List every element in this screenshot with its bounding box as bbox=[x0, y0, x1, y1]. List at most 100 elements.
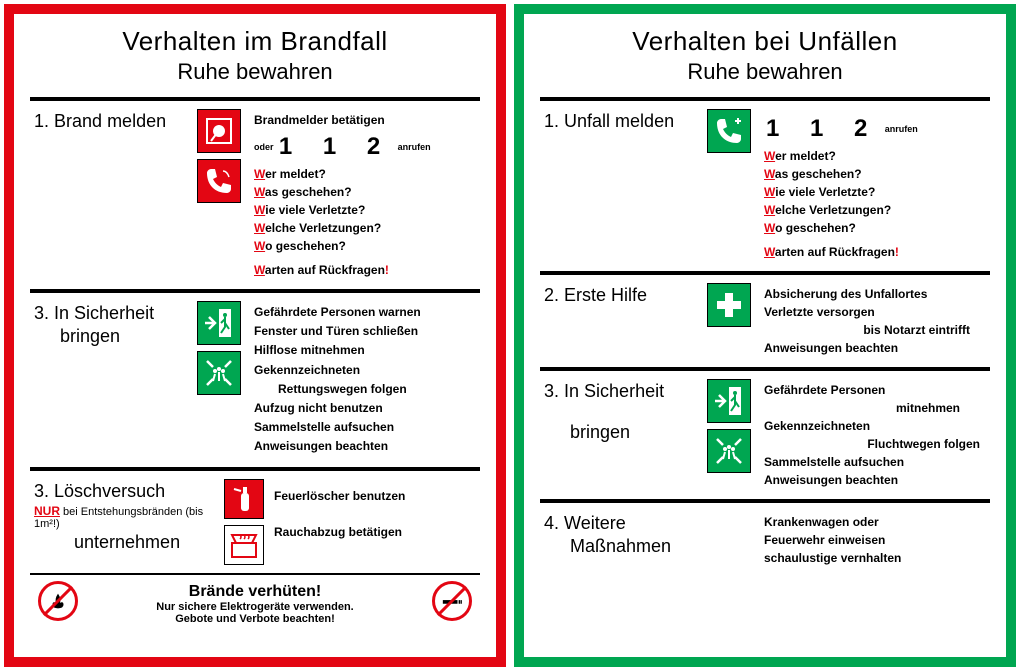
fire-s1-icons bbox=[190, 109, 248, 279]
q: elche Verletzungen? bbox=[265, 221, 381, 235]
assembly-point-icon bbox=[707, 429, 751, 473]
l: schaulustige vernhalten bbox=[764, 549, 990, 567]
step-number: 3. bbox=[34, 481, 49, 501]
footer-l2: Gebote und Verbote beachten! bbox=[30, 613, 480, 625]
acc-s2-icons bbox=[700, 283, 758, 357]
acc-title: Verhalten bei Unfällen Ruhe bewahren bbox=[530, 26, 1000, 85]
assembly-point-icon bbox=[197, 351, 241, 395]
l: Aufzug nicht benutzen bbox=[254, 399, 480, 418]
divider bbox=[540, 499, 990, 503]
fire-title-line2: Ruhe bewahren bbox=[20, 59, 490, 85]
nur: NUR bbox=[34, 504, 60, 518]
l: Gefährdete Personen bbox=[764, 381, 990, 399]
emergency-phone-icon bbox=[707, 109, 751, 153]
step-label-2: unternehmen bbox=[34, 532, 214, 553]
l: bis Notarzt eintrifft bbox=[764, 321, 990, 339]
bang: ! bbox=[385, 263, 389, 277]
l: Gekennzeichneten bbox=[254, 361, 480, 380]
step-label: Unfall melden bbox=[564, 111, 674, 131]
q: as geschehen? bbox=[775, 167, 862, 181]
fire-footer: Brände verhüten! Nur sichere Elektrogerä… bbox=[20, 579, 490, 627]
l: Verletzte versorgen bbox=[764, 303, 990, 321]
step-label: In Sicherheit bbox=[564, 381, 664, 401]
l: Hilflose mitnehmen bbox=[254, 341, 480, 360]
step-number: 3. bbox=[544, 381, 559, 401]
acc-section-4: 4. Weitere Maßnahmen Krankenwagen oder F… bbox=[530, 509, 1000, 571]
fire-s1-heading: 1. Brand melden bbox=[34, 109, 184, 279]
fire-s2-icons bbox=[190, 301, 248, 457]
bang: ! bbox=[895, 245, 899, 259]
l: Fenster und Türen schließen bbox=[254, 322, 480, 341]
fire-extinguisher-icon bbox=[224, 479, 264, 519]
fire-s2-text: Gefährdete Personen warnen Fenster und T… bbox=[254, 301, 480, 457]
l: Anweisungen beachten bbox=[764, 339, 990, 357]
acc-s4-heading: 4. Weitere Maßnahmen bbox=[544, 511, 694, 567]
step-number: 3. bbox=[34, 303, 49, 323]
l: Feuerwehr einweisen bbox=[764, 531, 990, 549]
acc-section-1: 1. Unfall melden 1 1 2 anrufen Wer melde… bbox=[530, 107, 1000, 265]
emergency-number: 1 1 2 bbox=[279, 129, 392, 165]
text: Brandmelder betätigen bbox=[254, 113, 385, 127]
acc-s1-heading: 1. Unfall melden bbox=[544, 109, 694, 261]
step-number: 1. bbox=[34, 111, 49, 131]
first-aid-cross-icon bbox=[707, 283, 751, 327]
fire-s1-text: Brandmelder betätigen oder 1 1 2 anrufen… bbox=[254, 109, 480, 279]
l: Fluchtwegen folgen bbox=[764, 435, 990, 453]
fire-section-3: 3. Löschversuch NUR bei Entstehungsbränd… bbox=[20, 477, 490, 569]
footer-l1: Nur sichere Elektrogeräte verwenden. bbox=[30, 601, 480, 613]
step-label-2: bringen bbox=[34, 326, 184, 347]
l: Krankenwagen oder bbox=[764, 513, 990, 531]
acc-s1-icons bbox=[700, 109, 758, 261]
step-label: In Sicherheit bbox=[54, 303, 154, 323]
acc-section-2: 2. Erste Hilfe Absicherung des Unfallort… bbox=[530, 281, 1000, 361]
no-smoking-icon bbox=[432, 581, 472, 621]
text: anrufen bbox=[885, 124, 918, 134]
divider bbox=[30, 289, 480, 293]
fire-section-1: 1. Brand melden Brandmelder betätigen od… bbox=[20, 107, 490, 283]
l: Rettungswegen folgen bbox=[254, 380, 480, 399]
divider bbox=[540, 271, 990, 275]
fire-poster: Verhalten im Brandfall Ruhe bewahren 1. … bbox=[4, 4, 506, 667]
fire-s3-text: Feuerlöscher benutzen Rauchabzug betätig… bbox=[274, 479, 480, 565]
accident-poster: Verhalten bei Unfällen Ruhe bewahren 1. … bbox=[514, 4, 1016, 667]
q: o geschehen? bbox=[265, 239, 346, 253]
fire-s2-heading: 3. In Sicherheit bringen bbox=[34, 301, 184, 457]
l: mitnehmen bbox=[764, 399, 990, 417]
wait: arten auf Rückfragen bbox=[775, 245, 895, 259]
acc-s3-heading: 3. In Sicherheit bringen bbox=[544, 379, 694, 489]
step-number: 2. bbox=[544, 285, 559, 305]
acc-s2-heading: 2. Erste Hilfe bbox=[544, 283, 694, 357]
fire-s3-icons bbox=[220, 479, 268, 565]
l: Absicherung des Unfallortes bbox=[764, 285, 990, 303]
footer-title: Brände verhüten! bbox=[30, 583, 480, 601]
q: elche Verletzungen? bbox=[775, 203, 891, 217]
step-label: Weitere bbox=[564, 513, 626, 533]
acc-s3-icons bbox=[700, 379, 758, 489]
divider bbox=[540, 97, 990, 101]
fire-title-line1: Verhalten im Brandfall bbox=[20, 26, 490, 57]
l: Sammelstelle aufsuchen bbox=[254, 418, 480, 437]
wait: arten auf Rückfragen bbox=[265, 263, 385, 277]
l: Anweisungen beachten bbox=[254, 437, 480, 456]
step-label: Löschversuch bbox=[54, 481, 165, 501]
divider bbox=[30, 573, 480, 575]
divider bbox=[30, 97, 480, 101]
q: ie viele Verletzte? bbox=[775, 185, 875, 199]
acc-title-line1: Verhalten bei Unfällen bbox=[530, 26, 1000, 57]
no-open-fire-icon bbox=[38, 581, 78, 621]
fire-section-2: 3. In Sicherheit bringen Gefährdete Pers… bbox=[20, 299, 490, 461]
emergency-exit-icon bbox=[707, 379, 751, 423]
step-label-2: bringen bbox=[544, 422, 694, 443]
text: oder bbox=[254, 142, 274, 152]
q: er meldet? bbox=[265, 167, 326, 181]
step-number: 4. bbox=[544, 513, 559, 533]
l: Anweisungen beachten bbox=[764, 471, 990, 489]
l: Rauchabzug betätigen bbox=[274, 523, 480, 541]
emergency-number: 1 1 2 bbox=[766, 111, 879, 147]
acc-section-3: 3. In Sicherheit bringen Gefährdete Pers… bbox=[530, 377, 1000, 493]
step-label-2: Maßnahmen bbox=[544, 536, 694, 557]
q: er meldet? bbox=[775, 149, 836, 163]
smoke-vent-icon bbox=[224, 525, 264, 565]
l: Sammelstelle aufsuchen bbox=[764, 453, 990, 471]
q: ie viele Verletzte? bbox=[265, 203, 365, 217]
